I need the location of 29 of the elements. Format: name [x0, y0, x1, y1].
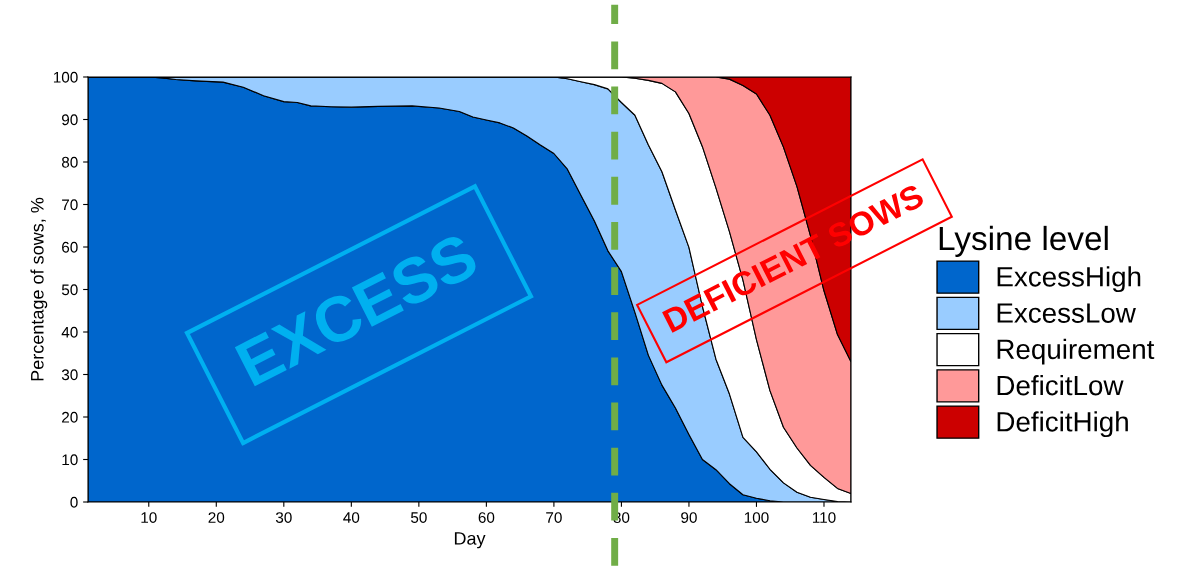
x-tick-label: 10: [141, 512, 157, 523]
x-tick-label: 20: [208, 512, 225, 523]
y-tick-label: 90: [62, 114, 78, 126]
x-tick-label: 70: [546, 512, 562, 523]
x-tick-label: 110: [812, 512, 836, 523]
x-axis-title: Day: [454, 532, 486, 549]
legend-title: Lysine level: [939, 225, 1108, 257]
y-tick-label: 40: [61, 326, 78, 338]
y-tick-label: 80: [61, 156, 78, 168]
x-tick-label: 60: [478, 512, 495, 523]
y-tick-label: 20: [62, 411, 78, 423]
x-tick-label: 90: [681, 512, 697, 523]
x-tick-label: 50: [410, 512, 427, 523]
x-tick-label: 30: [275, 512, 292, 523]
x-tick-label: 40: [343, 512, 360, 523]
legend-label: ExcessLow: [997, 303, 1136, 323]
legend-label: DeficitLow: [997, 374, 1124, 396]
y-axis-title: Percentage of sows, %: [30, 197, 48, 381]
y-tick-label: 50: [61, 284, 78, 296]
legend-label: ExcessHigh: [997, 266, 1141, 293]
legend-label: DeficitHigh: [997, 411, 1128, 438]
y-tick-label: 10: [62, 454, 78, 466]
y-tick-label: 30: [61, 369, 78, 381]
y-tick-label: 70: [62, 199, 78, 211]
legend-label: Requirement: [997, 338, 1155, 365]
y-tick-label: 60: [62, 241, 78, 253]
y-tick-label: 100: [53, 71, 78, 83]
x-tick-label: 100: [744, 512, 769, 523]
y-tick-label: 0: [70, 496, 78, 508]
